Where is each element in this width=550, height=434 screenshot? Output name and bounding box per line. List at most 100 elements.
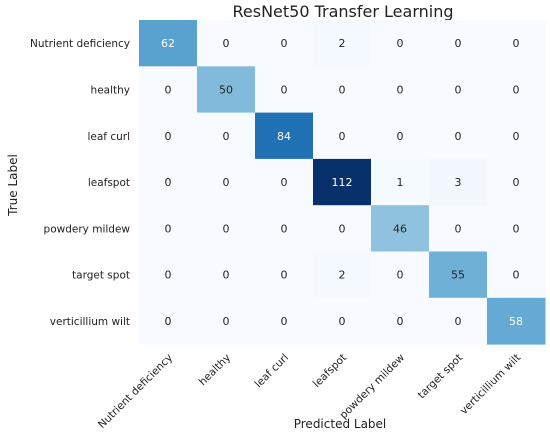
cell-value-label: 0 <box>281 315 288 328</box>
heatmap-cell <box>313 66 372 114</box>
cell-value-label: 0 <box>513 130 520 143</box>
y-tick-label: powdery mildew <box>44 223 131 235</box>
cell-value-label: 0 <box>165 222 172 235</box>
cell-value-label: 3 <box>455 176 462 189</box>
chart-title: ResNet50 Transfer Learning <box>233 2 454 21</box>
cell-value-label: 0 <box>397 130 404 143</box>
cell-value-label: 46 <box>393 222 407 235</box>
heatmap-cell <box>255 20 314 67</box>
cell-value-label: 0 <box>281 222 288 235</box>
cell-value-label: 0 <box>397 83 404 96</box>
heatmap-cell <box>487 20 546 67</box>
cell-value-label: 0 <box>339 83 346 96</box>
heatmap-cell <box>429 297 488 345</box>
heatmap-cell <box>197 158 256 206</box>
heatmap-cell <box>255 205 314 252</box>
cell-value-label: 0 <box>455 315 462 328</box>
heatmap-cell <box>197 66 256 114</box>
heatmap-cell <box>197 112 256 160</box>
cell-value-label: 0 <box>281 269 288 282</box>
heatmap-cell <box>429 158 488 206</box>
y-tick-label: leaf curl <box>87 131 130 143</box>
cell-value-label: 0 <box>223 269 230 282</box>
cell-value-label: 0 <box>513 37 520 50</box>
cell-value-label: 0 <box>455 222 462 235</box>
y-tick-label: target spot <box>72 270 130 282</box>
heatmap-cell <box>371 251 430 299</box>
x-tick-label: leaf curl <box>253 352 292 391</box>
cell-value-label: 2 <box>339 37 346 50</box>
heatmap-cell <box>255 251 314 299</box>
heatmap-cell <box>139 112 198 160</box>
x-axis-title: Predicted Label <box>294 417 387 431</box>
heatmap-cell <box>255 112 314 160</box>
heatmap-cell <box>371 158 430 206</box>
cell-value-label: 0 <box>513 176 520 189</box>
heatmap-cell <box>139 205 198 252</box>
cell-value-label: 1 <box>397 176 404 189</box>
heatmap-cell <box>139 20 198 67</box>
heatmap-cell <box>139 158 198 206</box>
heatmap-cell <box>487 297 546 345</box>
heatmap-cell <box>197 205 256 252</box>
x-tick-label: leafspot <box>311 352 349 390</box>
cell-value-label: 58 <box>509 315 523 328</box>
y-axis-tick-labels: Nutrient deficiency healthy leaf curl leafs… <box>30 38 130 328</box>
heatmap-cell <box>197 20 256 67</box>
x-tick-label: verticillium wilt <box>458 352 523 417</box>
heatmap-cell-labels: 62 0 0 2 0 0 0 0 50 0 0 0 0 0 0 0 84 0 0 0 0 0 0 0 112 1 3 0 0 0 0 0 46 0… <box>161 37 523 328</box>
cell-value-label: 0 <box>223 176 230 189</box>
cell-value-label: 0 <box>165 176 172 189</box>
cell-value-label: 0 <box>339 130 346 143</box>
x-tick-label: target spot <box>416 352 465 401</box>
heatmap-cell <box>487 66 546 114</box>
y-axis-title: True Label <box>6 154 20 217</box>
y-tick-label: Nutrient deficiency <box>30 38 130 50</box>
cell-value-label: 0 <box>455 130 462 143</box>
heatmap-cell <box>371 297 430 345</box>
cell-value-label: 50 <box>219 83 233 96</box>
heatmap-cell <box>313 112 372 160</box>
heatmap-cell <box>139 251 198 299</box>
heatmap-cell <box>313 20 372 67</box>
heatmap-cell <box>371 66 430 114</box>
cell-value-label: 0 <box>513 83 520 96</box>
heatmap-cell <box>313 251 372 299</box>
cell-value-label: 55 <box>451 269 465 282</box>
heatmap-cells <box>139 20 546 345</box>
heatmap-cell <box>429 20 488 67</box>
cell-value-label: 0 <box>165 269 172 282</box>
cell-value-label: 0 <box>165 83 172 96</box>
cell-value-label: 0 <box>397 269 404 282</box>
cell-value-label: 0 <box>397 37 404 50</box>
cell-value-label: 112 <box>332 176 353 189</box>
heatmap-cell <box>371 20 430 67</box>
cell-value-label: 0 <box>281 37 288 50</box>
cell-value-label: 0 <box>281 176 288 189</box>
heatmap-cell <box>429 205 488 252</box>
heatmap-cell <box>371 112 430 160</box>
heatmap-cell <box>255 297 314 345</box>
y-tick-label: leafspot <box>88 177 130 189</box>
x-tick-label: powdery mildew <box>338 351 408 421</box>
heatmap-cell <box>487 205 546 252</box>
x-tick-label: Nutrient deficiency <box>96 352 175 431</box>
heatmap-cell <box>429 112 488 160</box>
cell-value-label: 0 <box>339 222 346 235</box>
heatmap-cell <box>197 251 256 299</box>
heatmap-cell <box>255 158 314 206</box>
cell-value-label: 84 <box>277 130 291 143</box>
cell-value-label: 0 <box>513 269 520 282</box>
cell-value-label: 0 <box>223 130 230 143</box>
cell-value-label: 62 <box>161 37 175 50</box>
y-tick-label: healthy <box>91 84 130 96</box>
cell-value-label: 0 <box>223 37 230 50</box>
heatmap-cell <box>313 205 372 252</box>
cell-value-label: 0 <box>455 83 462 96</box>
cell-value-label: 0 <box>223 222 230 235</box>
cell-value-label: 0 <box>339 315 346 328</box>
heatmap-cell <box>139 66 198 114</box>
y-tick-label: verticillium wilt <box>50 316 130 328</box>
cell-value-label: 0 <box>281 83 288 96</box>
heatmap-cell <box>429 251 488 299</box>
